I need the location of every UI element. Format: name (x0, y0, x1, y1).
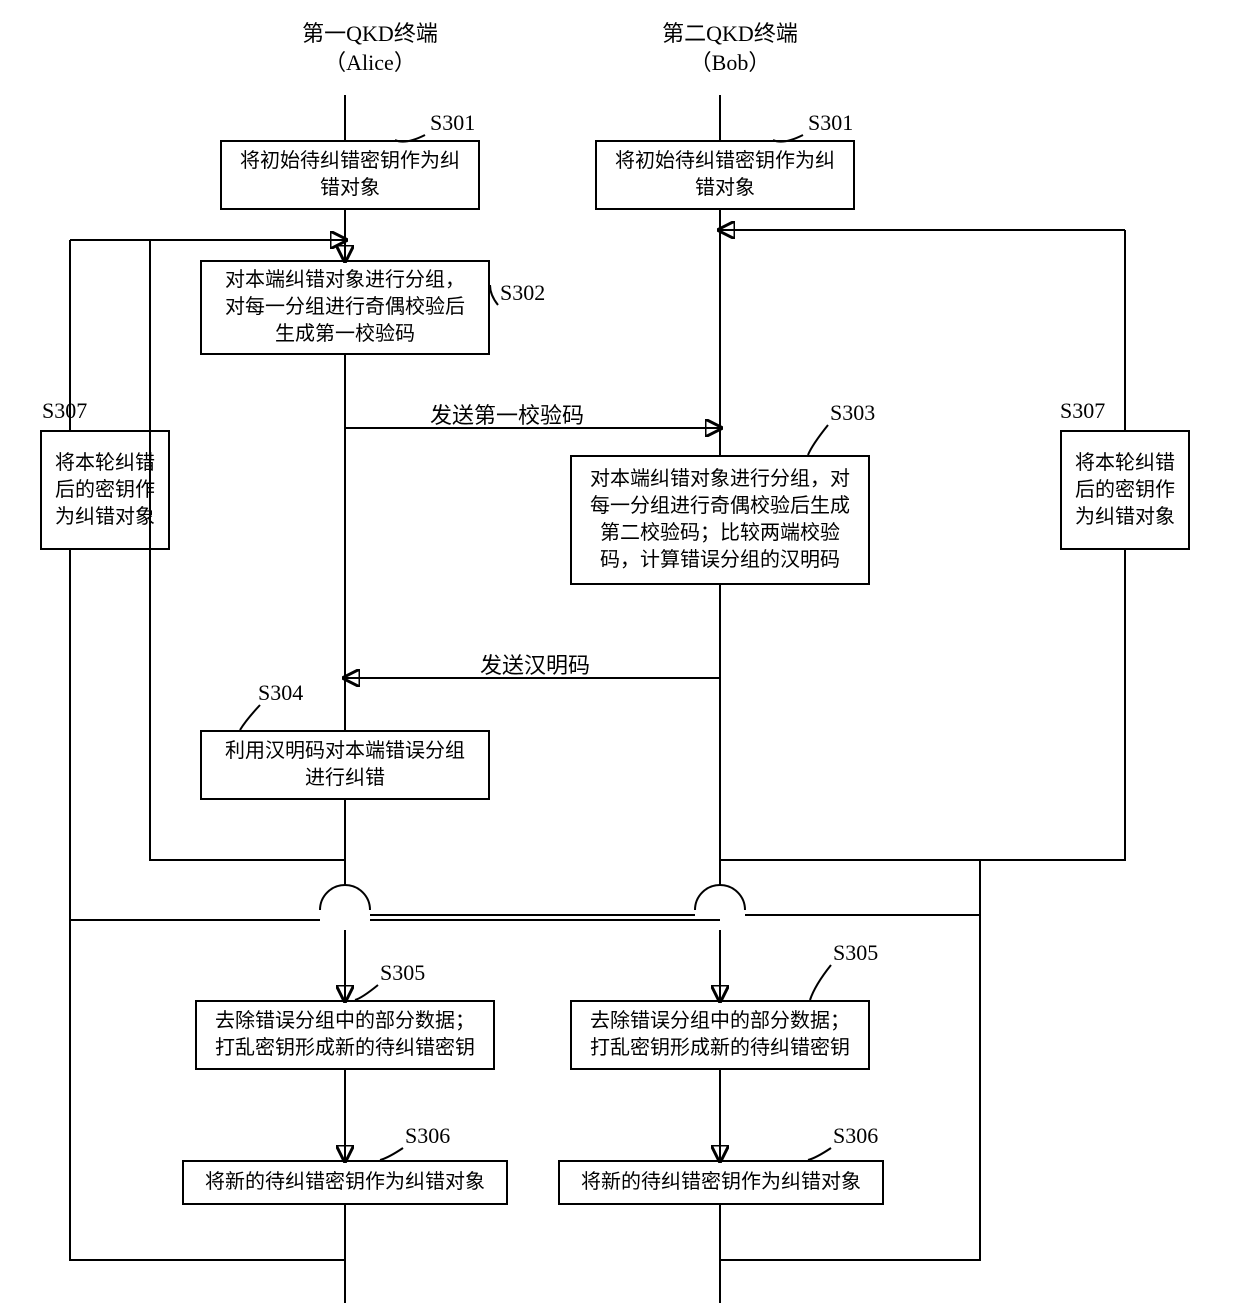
msg-send-first-check: 发送第一校验码 (430, 398, 584, 430)
box-s307-alice: 将本轮纠错 后的密钥作 为纠错对象 (40, 430, 170, 550)
box-s303: 对本端纠错对象进行分组，对 每一分组进行奇偶校验后生成 第二校验码；比较两端校验… (570, 455, 870, 585)
box-s301-alice: 将初始待纠错密钥作为纠 错对象 (220, 140, 480, 210)
box-s301-bob: 将初始待纠错密钥作为纠 错对象 (595, 140, 855, 210)
box-s305-alice: 去除错误分组中的部分数据； 打乱密钥形成新的待纠错密钥 (195, 1000, 495, 1070)
box-s304: 利用汉明码对本端错误分组 进行纠错 (200, 730, 490, 800)
label-s301-alice: S301 (430, 110, 475, 136)
label-s305-alice: S305 (380, 960, 425, 986)
label-s307-bob: S307 (1060, 398, 1105, 424)
box-s307-bob: 将本轮纠错 后的密钥作 为纠错对象 (1060, 430, 1190, 550)
box-s306-alice: 将新的待纠错密钥作为纠错对象 (182, 1160, 508, 1205)
label-s306-alice: S306 (405, 1123, 450, 1149)
box-s305-bob: 去除错误分组中的部分数据； 打乱密钥形成新的待纠错密钥 (570, 1000, 870, 1070)
label-s306-bob: S306 (833, 1123, 878, 1149)
label-s301-bob: S301 (808, 110, 853, 136)
msg-send-hamming: 发送汉明码 (480, 648, 590, 680)
label-s305-bob: S305 (833, 940, 878, 966)
box-s306-bob: 将新的待纠错密钥作为纠错对象 (558, 1160, 884, 1205)
box-s302: 对本端纠错对象进行分组， 对每一分组进行奇偶校验后 生成第一校验码 (200, 260, 490, 355)
label-s304: S304 (258, 680, 303, 706)
header-alice: 第一QKD终端 （Alice） (260, 20, 480, 77)
header-bob: 第二QKD终端 （Bob） (620, 20, 840, 77)
label-s303: S303 (830, 400, 875, 426)
label-s302: S302 (500, 280, 545, 306)
label-s307-alice: S307 (42, 398, 87, 424)
